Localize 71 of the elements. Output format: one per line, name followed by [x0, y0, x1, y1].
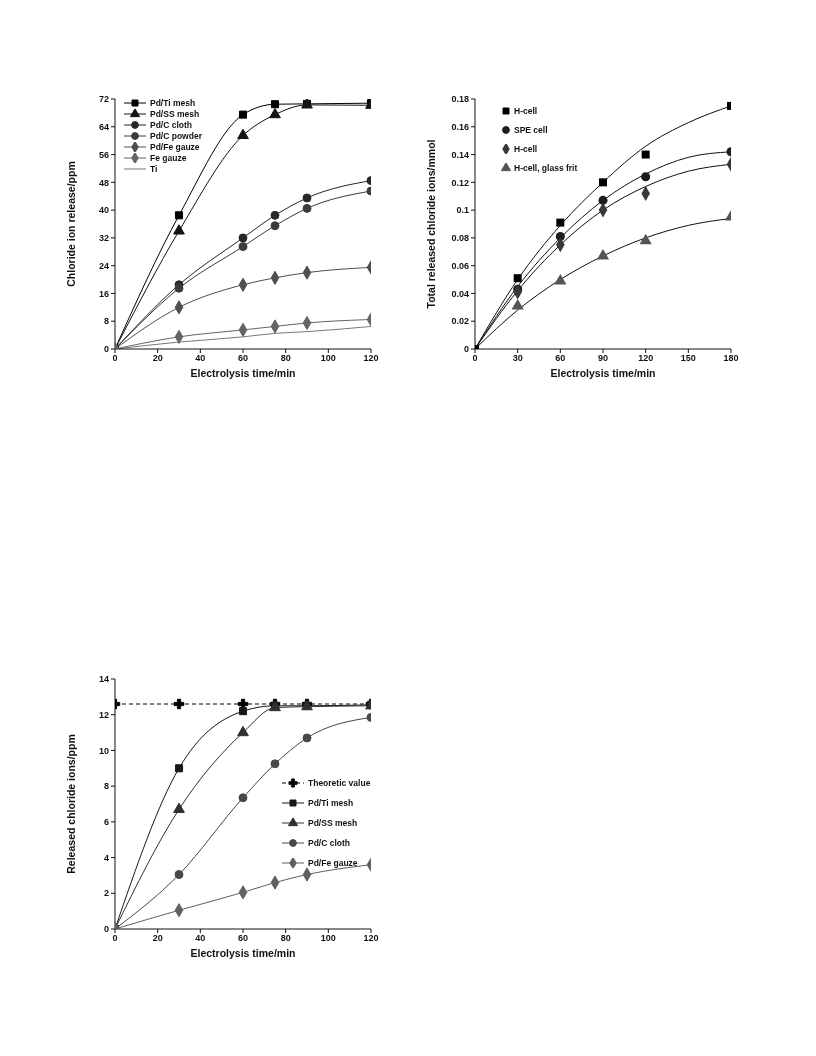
legend-label: H-cell [514, 105, 538, 116]
y-axis-title: Released chloride ions/ppm [64, 734, 77, 874]
y-tick-label: 0 [103, 344, 109, 355]
x-tick-label: 0 [112, 353, 118, 364]
legend-label: Ti [150, 163, 158, 174]
y-tick-label: 0.14 [451, 149, 469, 160]
y-axis-title: Chloride ion release/ppm [64, 161, 77, 287]
y-tick-label: 0.12 [451, 177, 469, 188]
legend-label: Pd/SS mesh [308, 818, 358, 828]
x-tick-label: 0 [112, 933, 118, 944]
y-tick-label: 4 [103, 852, 109, 863]
y-tick-label: 8 [103, 316, 109, 327]
x-tick-label: 80 [280, 933, 291, 944]
y-tick-label: 64 [98, 121, 109, 132]
y-tick-label: 0.06 [451, 260, 469, 271]
legend-label: Pd/Ti mesh [308, 798, 354, 808]
y-tick-label: 10 [98, 745, 109, 756]
legend-label: Pd/C powder [150, 130, 202, 141]
legend-label: H-cell, glass frit [514, 162, 578, 173]
y-tick-label: 32 [98, 233, 109, 244]
x-tick-label: 120 [363, 353, 379, 364]
x-tick-label: 100 [320, 353, 336, 364]
legend-label: H-cell [514, 143, 538, 154]
x-axis-title: Electrolysis time/min [190, 947, 296, 959]
legend-label: Pd/C cloth [308, 838, 351, 848]
y-tick-label: 72 [98, 94, 109, 105]
x-tick-label: 20 [152, 933, 163, 944]
y-tick-label: 6 [103, 817, 109, 828]
y-tick-label: 8 [103, 781, 109, 792]
y-tick-label: 0.02 [451, 316, 469, 327]
x-axis-title: Electrolysis time/min [190, 367, 296, 379]
x-tick-label: 0 [472, 353, 478, 364]
y-tick-label: 0.04 [451, 288, 469, 299]
x-tick-label: 90 [597, 353, 609, 364]
legend-label: Pd/C cloth [150, 119, 193, 130]
y-tick-label: 0.18 [451, 94, 469, 105]
y-tick-label: 40 [98, 205, 109, 216]
y-tick-label: 0 [103, 924, 109, 935]
y-tick-label: 2 [103, 888, 109, 899]
y-tick-label: 56 [98, 149, 109, 160]
legend-label: Fe gauze [150, 152, 187, 163]
legend-label: Pd/Fe gauze [150, 141, 200, 152]
legend-label: Pd/SS mesh [150, 108, 200, 119]
y-tick-label: 0 [463, 344, 469, 355]
y-tick-label: 0.16 [451, 121, 469, 132]
x-tick-label: 20 [152, 353, 163, 364]
legend-label: Pd/Fe gauze [308, 858, 358, 868]
legend-label: Theoretic value [308, 778, 371, 788]
y-tick-label: 14 [98, 674, 109, 685]
x-tick-label: 60 [237, 933, 249, 944]
x-tick-label: 60 [555, 353, 566, 364]
x-tick-label: 60 [237, 353, 249, 364]
x-axis-title: Electrolysis time/min [550, 367, 656, 379]
y-tick-label: 16 [98, 288, 109, 299]
y-tick-label: 12 [98, 709, 109, 720]
legend-label: Pd/Ti mesh [150, 97, 196, 108]
x-tick-label: 120 [363, 933, 379, 944]
y-tick-label: 0.08 [451, 233, 469, 244]
y-tick-label: 24 [98, 260, 109, 271]
y-tick-label: 48 [98, 177, 109, 188]
x-tick-label: 120 [638, 353, 654, 364]
y-tick-label: 0.1 [456, 205, 469, 216]
x-tick-label: 150 [680, 353, 696, 364]
y-axis-title: Total released chloride ions/mmol [424, 139, 437, 309]
x-tick-label: 30 [512, 353, 523, 364]
x-tick-label: 80 [280, 353, 291, 364]
x-tick-label: 40 [195, 353, 206, 364]
x-tick-label: 180 [723, 353, 739, 364]
x-tick-label: 100 [320, 933, 336, 944]
x-tick-label: 40 [195, 933, 206, 944]
legend-label: SPE cell [514, 124, 548, 135]
